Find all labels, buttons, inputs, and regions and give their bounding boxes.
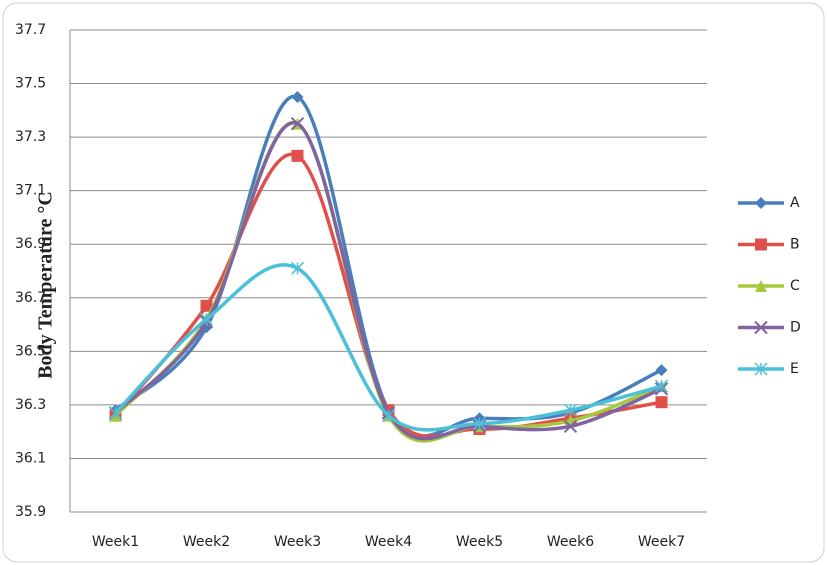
data-point xyxy=(563,419,578,434)
legend-marker xyxy=(755,197,767,209)
legend-label: B xyxy=(790,237,800,253)
data-point xyxy=(290,117,305,131)
data-point xyxy=(199,312,214,326)
data-point xyxy=(472,417,487,431)
x-tick-label: Week2 xyxy=(183,534,230,550)
legend-marker xyxy=(754,320,768,335)
x-tick-label: Week6 xyxy=(547,534,594,550)
legend-marker xyxy=(755,280,767,292)
legend-marker xyxy=(755,238,767,251)
y-tick-label: 36.1 xyxy=(15,450,46,466)
y-tick-label: 36.9 xyxy=(15,236,46,252)
legend-label: C xyxy=(790,278,800,294)
x-tick-label: Week4 xyxy=(365,534,412,550)
y-axis-title: Body Temperature °C xyxy=(35,191,57,379)
y-tick-label: 37.3 xyxy=(15,129,46,145)
x-tick-label: Week1 xyxy=(92,534,139,550)
y-tick-label: 36.7 xyxy=(15,290,46,306)
series-line xyxy=(114,94,663,438)
data-point xyxy=(291,149,304,162)
y-tick-label: 37.5 xyxy=(15,76,46,92)
y-tick-label: 37.1 xyxy=(15,183,46,199)
data-point xyxy=(108,406,123,420)
data-point xyxy=(291,90,304,103)
legend-label: D xyxy=(790,320,801,336)
y-tick-label: 36.3 xyxy=(15,397,46,413)
data-point xyxy=(200,299,213,312)
data-point xyxy=(563,403,578,417)
legend-label: A xyxy=(790,195,800,211)
data-point xyxy=(655,364,668,377)
data-point xyxy=(290,261,305,275)
x-tick-label: Week3 xyxy=(274,534,321,550)
x-tick-label: Week5 xyxy=(456,534,503,550)
y-tick-label: 37.7 xyxy=(15,22,46,38)
y-tick-label: 36.5 xyxy=(15,343,46,359)
x-tick-label: Week7 xyxy=(638,534,685,550)
y-tick-label: 35.9 xyxy=(15,504,46,520)
data-point xyxy=(655,396,668,409)
legend-label: E xyxy=(790,361,799,377)
data-point xyxy=(381,409,396,423)
legend-marker xyxy=(754,362,768,376)
data-point xyxy=(654,379,669,393)
